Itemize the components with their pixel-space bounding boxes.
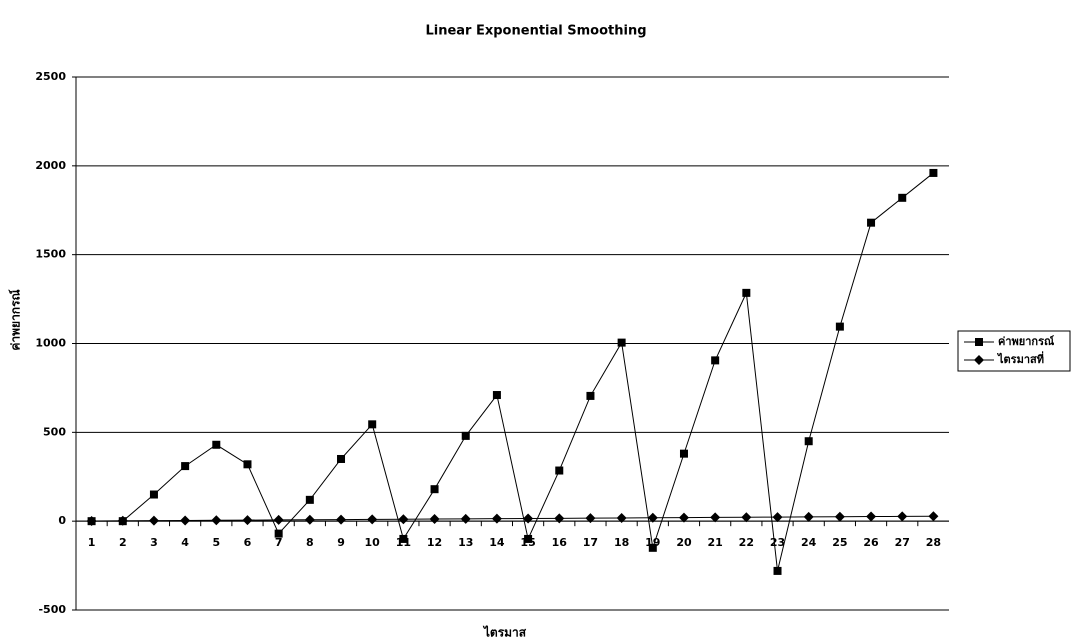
x-tick-label: 16 [552,536,568,549]
data-point [398,514,409,525]
data-point [273,514,284,525]
y-tick-label: 2000 [35,159,66,172]
data-point [866,511,877,522]
x-tick-label: 13 [458,536,473,549]
legend-box [957,330,1071,372]
data-point [148,515,159,526]
data-point [181,462,190,471]
y-tick-label: 500 [43,425,66,438]
data-point [741,512,752,523]
y-tick-label: -500 [38,603,66,616]
data-point [647,512,658,523]
data-point [929,168,938,177]
chart-title: Linear Exponential Smoothing [425,24,646,39]
data-point [86,515,97,526]
legend-label: ค่าพยากรณ์ [998,335,1055,348]
data-point [679,449,688,458]
y-tick-label: 2500 [35,70,66,83]
data-point [834,511,845,522]
data-point [835,322,844,331]
data-point [523,513,534,524]
data-point [616,512,627,523]
data-point [149,490,158,499]
y-tick-label: 1000 [35,337,66,350]
legend-label: ไตรมาสที่ [996,351,1044,366]
data-point [429,514,440,525]
data-point [648,543,657,552]
x-tick-label: 26 [863,536,879,549]
data-point [773,566,782,575]
data-point [492,391,501,400]
x-tick-label: 9 [337,536,345,549]
y-axis-label: ค่าพยากรณ์ [9,289,23,350]
data-point [678,512,689,523]
x-tick-label: 1 [88,536,96,549]
data-point [180,515,191,526]
x-tick-label: 24 [801,536,817,549]
data-point [524,534,533,543]
data-point [585,513,596,524]
data-point [803,511,814,522]
legend-marker [975,338,983,346]
y-tick-label: 1500 [35,248,66,261]
data-point [368,420,377,429]
data-point [586,391,595,400]
data-point [274,529,283,538]
series-line [91,172,934,572]
x-tick-label: 28 [926,536,941,549]
data-point [491,513,502,524]
data-point [461,431,470,440]
x-tick-label: 20 [676,536,692,549]
data-point [867,218,876,227]
x-axis-label: ไตรมาส [482,625,527,640]
x-tick-label: 21 [708,536,723,549]
x-tick-label: 4 [181,536,189,549]
data-point [117,515,128,526]
data-point [555,466,564,475]
x-tick-label: 7 [275,536,283,549]
series-line [91,515,934,522]
data-point [898,193,907,202]
data-point [304,514,315,525]
data-point [711,356,720,365]
data-point [430,485,439,494]
x-tick-label: 2 [119,536,127,549]
data-point [211,515,222,526]
data-point [243,460,252,469]
x-tick-label: 14 [489,536,505,549]
x-tick-label: 3 [150,536,158,549]
data-point [242,515,253,526]
x-tick-label: 8 [306,536,314,549]
legend-marker [974,355,984,365]
x-tick-label: 12 [427,536,442,549]
data-point [772,512,783,523]
data-point [367,514,378,525]
data-point [337,454,346,463]
x-tick-label: 25 [832,536,847,549]
data-point [928,511,939,522]
x-tick-label: 5 [212,536,220,549]
data-point [336,514,347,525]
x-tick-label: 18 [614,536,629,549]
data-point [212,440,221,449]
data-point [804,437,813,446]
x-tick-label: 27 [895,536,910,549]
data-point [710,512,721,523]
x-tick-label: 17 [583,536,598,549]
data-point [554,513,565,524]
data-point [399,534,408,543]
x-tick-label: 6 [244,536,252,549]
data-point [305,495,314,504]
data-point [742,288,751,297]
data-point [897,511,908,522]
x-tick-label: 22 [739,536,754,549]
data-point [617,338,626,347]
y-tick-label: 0 [58,514,66,527]
x-tick-label: 10 [365,536,381,549]
data-point [460,513,471,524]
